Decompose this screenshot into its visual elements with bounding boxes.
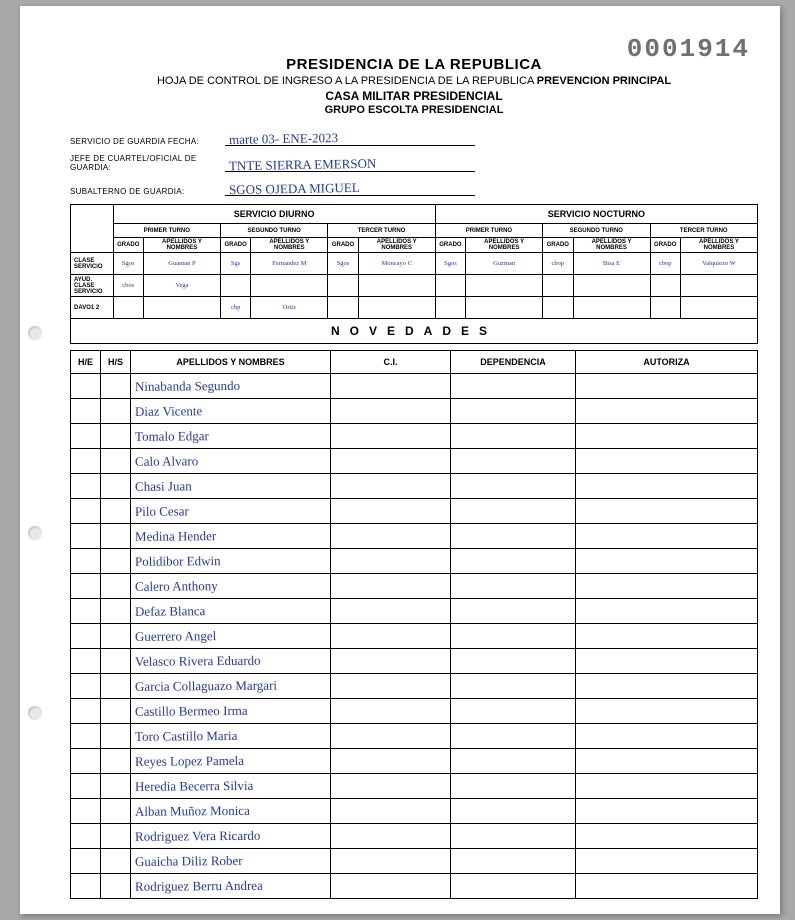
table-row: Velasco Rivera Eduardo [71, 649, 758, 674]
entry-name: Heredia Becerra Silvia [135, 777, 326, 795]
shift-row: AYUD. CLASE SERVICIO cbosVega [71, 275, 758, 297]
entry-name: Alban Muñoz Monica [135, 802, 326, 820]
punch-hole [28, 706, 42, 720]
entry-name: Toro Castillo Maria [135, 727, 326, 745]
entry-name: Rodriguez Berru Andrea [135, 877, 326, 895]
entry-name: Chasi Juan [135, 477, 326, 495]
field-label: JEFE DE CUARTEL/OFICIAL DE GUARDIA: [70, 154, 225, 172]
table-row: Guerrero Angel [71, 624, 758, 649]
entry-name: Medina Hender [135, 527, 326, 545]
punch-hole [28, 526, 42, 540]
punch-hole [28, 326, 42, 340]
table-row: Calero Anthony [71, 574, 758, 599]
field-row: SERVICIO DE GUARDIA FECHA: marte 03- ENE… [70, 130, 758, 146]
header: PRESIDENCIA DE LA REPUBLICA HOJA DE CONT… [70, 56, 758, 116]
table-row: Castillo Bermeo Irma [71, 699, 758, 724]
table-row: Garcia Collaguazo Margari [71, 674, 758, 699]
table-row: Polidibor Edwin [71, 549, 758, 574]
novedades-table: H/E H/S APELLIDOS Y NOMBRES C.I. DEPENDE… [70, 350, 758, 899]
diurno-head: SERVICIO DIURNO [113, 205, 435, 224]
table-row: Calo Alvaro [71, 449, 758, 474]
table-row: Rodriguez Berru Andrea [71, 874, 758, 899]
col-dep: DEPENDENCIA [451, 351, 576, 374]
shift-table-wrap: SERVICIO DIURNO SERVICIO NOCTURNO PRIMER… [70, 204, 758, 344]
field-line: marte 03- ENE-2023 [225, 130, 475, 146]
field-label: SUBALTERNO DE GUARDIA: [70, 187, 225, 196]
entry-name: Reyes Lopez Pamela [135, 752, 326, 770]
document-page: 0001914 PRESIDENCIA DE LA REPUBLICA HOJA… [20, 6, 780, 914]
entry-name: Velasco Rivera Eduardo [135, 652, 326, 670]
col-he: H/E [71, 351, 101, 374]
entry-name: Rodriguez Vera Ricardo [135, 827, 326, 845]
entry-name: Ninabanda Segundo [135, 377, 326, 395]
table-row: Defaz Blanca [71, 599, 758, 624]
col-aut: AUTORIZA [576, 351, 758, 374]
shift-row: CLASE SERVICIO SgosGuaman P SgsFernandez… [71, 253, 758, 275]
table-row: Pilo Cesar [71, 499, 758, 524]
entry-name: Calero Anthony [135, 577, 326, 595]
col-ci: C.I. [331, 351, 451, 374]
title-line4: GRUPO ESCOLTA PRESIDENCIAL [70, 104, 758, 116]
document-number: 0001914 [627, 34, 750, 64]
table-row: Guaicha Diliz Rober [71, 849, 758, 874]
entry-name: Diaz Vicente [135, 402, 326, 420]
form-fields: SERVICIO DE GUARDIA FECHA: marte 03- ENE… [70, 130, 758, 196]
handwritten-value: SGOS OJEDA MIGUEL [229, 180, 360, 198]
field-line: TNTE SIERRA EMERSON [225, 156, 475, 172]
shift-table: SERVICIO DIURNO SERVICIO NOCTURNO PRIMER… [70, 204, 758, 319]
table-row: Tomalo Edgar [71, 424, 758, 449]
table-row: Ninabanda Segundo [71, 374, 758, 399]
table-row: Alban Muñoz Monica [71, 799, 758, 824]
nocturno-head: SERVICIO NOCTURNO [435, 205, 757, 224]
table-row: Toro Castillo Maria [71, 724, 758, 749]
entry-name: Defaz Blanca [135, 602, 326, 620]
handwritten-value: marte 03- ENE-2023 [229, 130, 338, 148]
table-row: Chasi Juan [71, 474, 758, 499]
table-row: Reyes Lopez Pamela [71, 749, 758, 774]
title-line3: CASA MILITAR PRESIDENCIAL [70, 89, 758, 103]
entry-name: Pilo Cesar [135, 502, 326, 520]
field-label: SERVICIO DE GUARDIA FECHA: [70, 137, 225, 146]
entry-name: Calo Alvaro [135, 452, 326, 470]
entry-name: Garcia Collaguazo Margari [135, 677, 326, 695]
col-hs: H/S [101, 351, 131, 374]
field-row: SUBALTERNO DE GUARDIA: SGOS OJEDA MIGUEL [70, 180, 758, 196]
field-row: JEFE DE CUARTEL/OFICIAL DE GUARDIA: TNTE… [70, 154, 758, 172]
table-row: Rodriguez Vera Ricardo [71, 824, 758, 849]
entry-name: Tomalo Edgar [135, 427, 326, 445]
table-row: Diaz Vicente [71, 399, 758, 424]
novedades-title: NOVEDADES [70, 319, 758, 344]
shift-row: DAVO1 2 cbpOrtiz [71, 297, 758, 319]
table-row: Heredia Becerra Silvia [71, 774, 758, 799]
entry-name: Polidibor Edwin [135, 552, 326, 570]
entry-name: Guaicha Diliz Rober [135, 852, 326, 870]
title-line2: HOJA DE CONTROL DE INGRESO A LA PRESIDEN… [70, 75, 758, 87]
col-name: APELLIDOS Y NOMBRES [131, 351, 331, 374]
handwritten-value: TNTE SIERRA EMERSON [229, 156, 377, 175]
entry-name: Guerrero Angel [135, 627, 326, 645]
table-row: Medina Hender [71, 524, 758, 549]
entry-name: Castillo Bermeo Irma [135, 702, 326, 720]
field-line: SGOS OJEDA MIGUEL [225, 180, 475, 196]
